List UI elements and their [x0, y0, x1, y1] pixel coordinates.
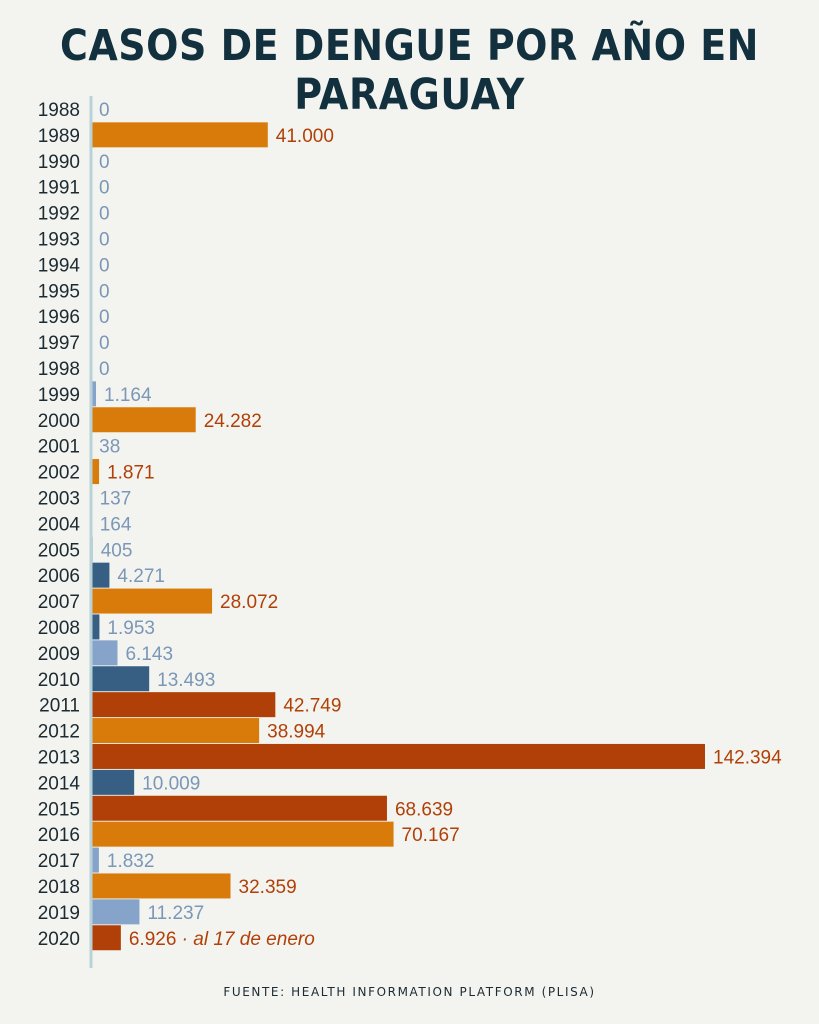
bar-2014: [91, 769, 135, 795]
year-label-2001: 2001: [38, 437, 80, 458]
bar-2011: [91, 692, 276, 718]
year-label-1996: 1996: [38, 307, 80, 328]
value-label-2007: 28.072: [220, 592, 278, 613]
bar-2002: [91, 459, 100, 485]
year-label-2020: 2020: [38, 929, 80, 950]
value-label-2008: 1.953: [107, 618, 155, 639]
value-label-2005: 405: [101, 540, 133, 561]
value-label-1993: 0: [99, 229, 110, 250]
year-label-1991: 1991: [38, 178, 80, 199]
value-label-1989: 41.000: [276, 126, 334, 147]
value-label-2014: 10.009: [142, 773, 200, 794]
year-label-2004: 2004: [38, 514, 81, 535]
year-label-2018: 2018: [38, 877, 80, 898]
year-label-2014: 2014: [38, 773, 81, 794]
year-label-2002: 2002: [38, 463, 80, 484]
value-label-1995: 0: [99, 281, 110, 302]
value-label-1996: 0: [99, 307, 110, 328]
year-label-2010: 2010: [38, 670, 80, 691]
bar-2008: [91, 614, 100, 640]
value-label-2002: 1.871: [107, 463, 155, 484]
value-label-2013: 142.394: [713, 747, 782, 768]
value-label-2009: 6.143: [125, 644, 173, 665]
year-label-1989: 1989: [38, 126, 80, 147]
year-label-1997: 1997: [38, 333, 80, 354]
bar-2016: [91, 821, 394, 847]
bar-2019: [91, 899, 140, 925]
bar-2017: [91, 847, 99, 873]
year-label-2013: 2013: [38, 747, 80, 768]
year-label-1993: 1993: [38, 229, 80, 250]
value-label-1990: 0: [99, 152, 110, 173]
year-label-2003: 2003: [38, 488, 80, 509]
value-label-2001: 38: [99, 437, 120, 458]
value-label-2000: 24.282: [204, 411, 262, 432]
year-label-2012: 2012: [38, 722, 80, 743]
year-label-2005: 2005: [38, 540, 80, 561]
chart-title: CASOS DE DENGUE POR AÑO EN PARAGUAY: [60, 20, 759, 120]
year-label-1988: 1988: [38, 100, 80, 121]
year-label-1999: 1999: [38, 385, 80, 406]
bar-2000: [91, 407, 196, 433]
bar-2018: [91, 873, 231, 899]
year-label-1998: 1998: [38, 359, 80, 380]
year-label-2019: 2019: [38, 903, 80, 924]
year-label-1995: 1995: [38, 281, 80, 302]
bar-2009: [91, 640, 118, 666]
bar-2010: [91, 666, 150, 692]
value-label-2020: 6.926 · al 17 de enero: [129, 929, 315, 950]
value-label-1994: 0: [99, 255, 110, 276]
value-label-2015: 68.639: [395, 799, 453, 820]
bar-2015: [91, 795, 387, 821]
year-label-2008: 2008: [38, 618, 80, 639]
year-label-2000: 2000: [38, 411, 80, 432]
value-label-1997: 0: [99, 333, 110, 354]
value-label-2016: 70.167: [402, 825, 460, 846]
year-label-2006: 2006: [38, 566, 80, 587]
value-label-2019: 11.237: [147, 903, 204, 924]
value-label-1988: 0: [99, 100, 110, 121]
value-label-2012: 38.994: [267, 722, 326, 743]
value-label-1992: 0: [99, 204, 110, 225]
year-label-2007: 2007: [38, 592, 80, 613]
value-label-2011: 42.749: [283, 696, 341, 717]
year-label-1990: 1990: [38, 152, 80, 173]
value-label-1998: 0: [99, 359, 110, 380]
year-label-2016: 2016: [38, 825, 80, 846]
year-label-2015: 2015: [38, 799, 80, 820]
value-label-2004: 164: [100, 514, 132, 535]
value-label-2003: 137: [100, 488, 132, 509]
bar-1999: [91, 381, 97, 407]
year-label-2009: 2009: [38, 644, 80, 665]
bar-2013: [91, 743, 705, 769]
bar-1989: [91, 122, 268, 148]
value-label-2018: 32.359: [239, 877, 297, 898]
bar-2006: [91, 562, 110, 588]
year-label-2017: 2017: [38, 851, 80, 872]
value-label-2006: 4.271: [117, 566, 165, 587]
annotation-2020: · al 17 de enero: [176, 929, 314, 950]
value-label-2010: 13.493: [157, 670, 215, 691]
year-label-1992: 1992: [38, 204, 80, 225]
value-label-1999: 1.164: [104, 385, 152, 406]
value-label-1991: 0: [99, 178, 110, 199]
year-label-1994: 1994: [38, 255, 81, 276]
year-label-2011: 2011: [39, 696, 80, 717]
value-label-2017: 1.832: [107, 851, 155, 872]
bar-2020: [91, 925, 121, 951]
source-note: FUENTE: HEALTH INFORMATION PLATFORM (PLI…: [223, 985, 596, 999]
bar-2012: [91, 718, 260, 744]
bar-2007: [91, 588, 213, 614]
